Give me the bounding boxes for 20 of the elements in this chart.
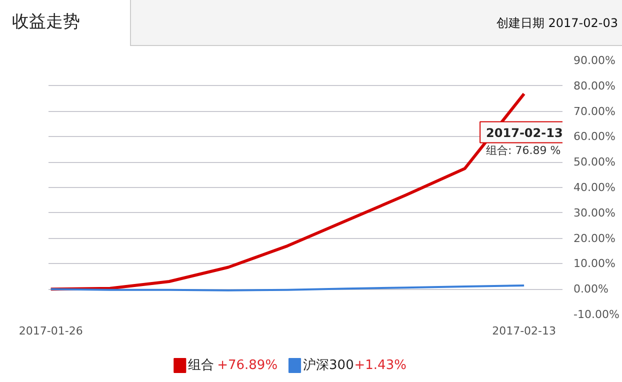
y-tick-label: 30.00%: [574, 206, 616, 220]
text: 创建日期 2017-02-03: [496, 15, 618, 32]
chart-title: 收益走势: [12, 11, 80, 34]
y-tick-label: 70.00%: [574, 104, 616, 118]
y-tick-label: 80.00%: [574, 79, 616, 92]
y-tick-label: 0.00%: [574, 282, 608, 296]
y-tick-label: -10.00%: [574, 308, 620, 321]
legend-label: 沪深300: [303, 357, 354, 373]
x-tick-label: 2017-01-26: [18, 324, 83, 338]
y-tick-label: 40.00%: [574, 181, 616, 194]
y-tick-label: 50.00%: [574, 156, 616, 169]
text: +76.89%: [217, 358, 278, 373]
y-tick-label: 90.00%: [574, 54, 616, 67]
y-tick-label: 20.00%: [574, 232, 616, 245]
annotation: 2017-02-13 组合: 76.89 %: [486, 126, 563, 157]
y-tick-label: 10.00%: [574, 257, 616, 270]
y-tick-label: 60.00%: [574, 130, 616, 144]
text: +1.43%: [354, 358, 406, 373]
x-tick-label: 2017-02-13: [492, 324, 556, 338]
legend-label: 组合: [188, 358, 214, 373]
